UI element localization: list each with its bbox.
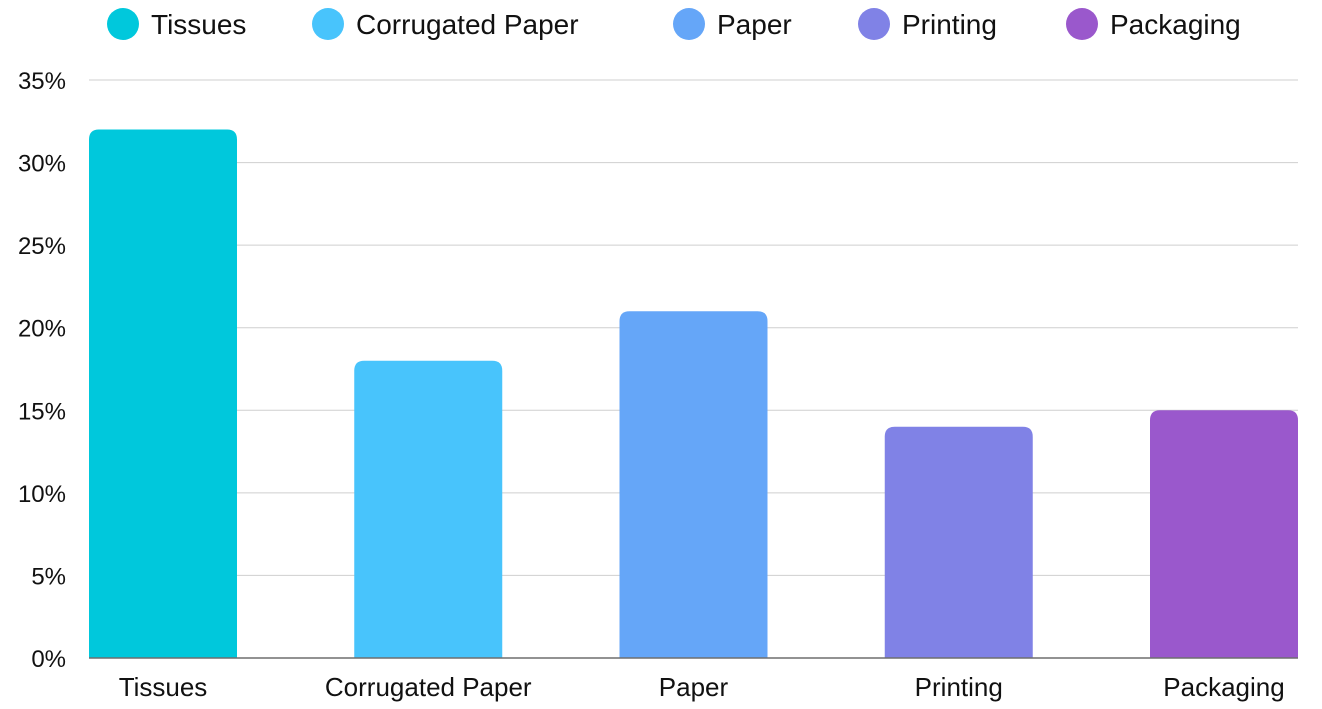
bar-printing: [884, 426, 1033, 658]
legend-swatch-icon: [312, 8, 344, 40]
axes: 0% 5% 10% 15% 20% 25% 30% 35% Tissues Corrugated …: [18, 68, 1298, 702]
x-tick-label: Corrugated Paper: [325, 672, 532, 702]
legend-label: Packaging: [1110, 9, 1241, 40]
y-tick-label: 35%: [18, 68, 66, 95]
bar-tissues: [89, 129, 237, 659]
x-tick-label: Tissues: [119, 672, 208, 702]
x-tick-label: Paper: [659, 672, 729, 702]
legend-swatch-icon: [1066, 8, 1098, 40]
legend-swatch-icon: [858, 8, 890, 40]
y-tick-label: 10%: [18, 481, 66, 508]
y-tick-label: 20%: [18, 316, 66, 343]
bars: [89, 129, 1298, 659]
bar-packaging: [1150, 410, 1298, 658]
legend-swatch-icon: [107, 8, 139, 40]
y-tick-label: 30%: [18, 151, 66, 178]
legend-label: Corrugated Paper: [356, 9, 579, 40]
bar-paper: [619, 311, 768, 658]
y-tick-label: 0%: [31, 646, 66, 673]
x-tick-label: Printing: [915, 672, 1003, 702]
legend-label: Printing: [902, 9, 997, 40]
legend-label: Paper: [717, 9, 792, 40]
x-tick-label: Packaging: [1163, 672, 1284, 702]
bar-corrugated-paper: [354, 360, 503, 658]
legend-label: Tissues: [151, 9, 246, 40]
y-tick-label: 5%: [31, 563, 66, 590]
y-tick-label: 25%: [18, 233, 66, 260]
legend-swatch-icon: [673, 8, 705, 40]
legend: Tissues Corrugated Paper Paper Printing Pack…: [107, 8, 1241, 40]
y-tick-label: 15%: [18, 398, 66, 425]
